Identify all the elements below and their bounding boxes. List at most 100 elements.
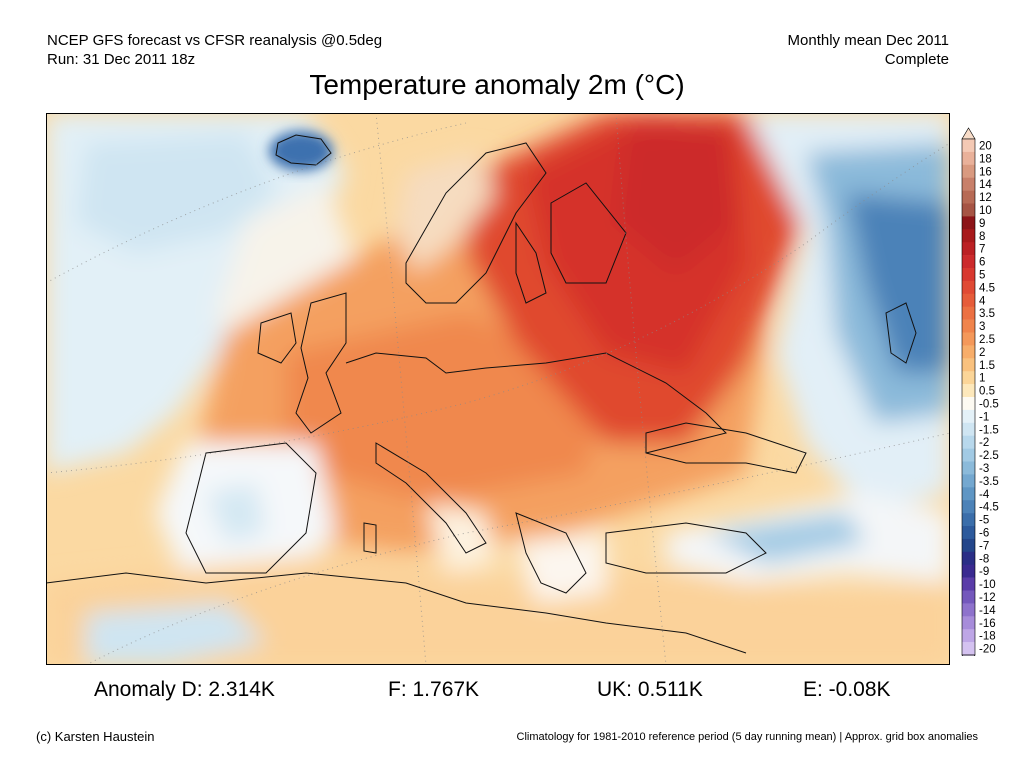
colorbar-swatch <box>962 409 975 424</box>
colorbar-swatch <box>962 513 975 527</box>
colorbar-label: -1 <box>979 411 989 423</box>
colorbar-label: -5 <box>979 515 989 527</box>
colorbar-swatch <box>962 371 975 385</box>
anomaly-france: F: 1.767K <box>388 678 480 701</box>
colorbar-label: -10 <box>979 579 996 591</box>
colorbar-swatch <box>962 422 975 436</box>
colorbar-label: -18 <box>979 631 996 643</box>
colorbar-label: 3 <box>979 321 985 333</box>
colorbar-swatch <box>962 397 975 411</box>
colorbar-swatch <box>962 164 975 178</box>
colorbar-swatch <box>962 358 975 372</box>
colorbar-label: 9 <box>979 218 985 230</box>
colorbar-label: 3.5 <box>979 308 995 320</box>
colorbar-frame <box>961 138 976 656</box>
run-time: Run: 31 Dec 2011 18z <box>47 51 196 68</box>
header-left: NCEP GFS forecast vs CFSR reanalysis @0.… <box>47 31 382 69</box>
colorbar-swatch <box>962 500 975 514</box>
map-frame <box>46 113 950 665</box>
colorbar-swatch <box>962 603 975 617</box>
colorbar-label: -12 <box>979 592 996 604</box>
colorbar-label: -4.5 <box>979 502 999 514</box>
colorbar-swatch <box>962 229 975 243</box>
colorbar-label: -6 <box>979 527 989 539</box>
colorbar-label: -3.5 <box>979 476 999 488</box>
anomaly-map <box>46 113 950 665</box>
colorbar-swatch <box>962 203 975 217</box>
colorbar-label: 0.5 <box>979 386 995 398</box>
colorbar-label: 10 <box>979 205 992 217</box>
colorbar-swatch <box>962 139 975 153</box>
colorbar-label: 16 <box>979 166 992 178</box>
colorbar-label: 2 <box>979 347 985 359</box>
colorbar-label: 7 <box>979 244 985 256</box>
colorbar-label: -14 <box>979 605 996 617</box>
colorbar-swatch <box>962 616 975 630</box>
colorbar-label: 18 <box>979 153 992 165</box>
period-label: Monthly mean Dec 2011 <box>787 32 949 49</box>
climatology-note: Climatology for 1981-2010 reference peri… <box>516 731 978 743</box>
colorbar-label: -7 <box>979 540 989 552</box>
colorbar-label: -1.5 <box>979 424 999 436</box>
colorbar-swatch <box>962 280 975 295</box>
colorbar-swatch <box>962 332 975 346</box>
colorbar-swatch <box>962 384 975 398</box>
iceland-anomaly <box>269 131 333 171</box>
colorbar-swatch <box>962 474 975 488</box>
colorbar-label: 5 <box>979 269 985 281</box>
colorbar-label: -20 <box>979 644 996 656</box>
completeness-label: Complete <box>884 51 949 68</box>
colorbar-swatch <box>962 461 975 475</box>
colorbar-label: 14 <box>979 179 992 191</box>
colorbar-label: -3 <box>979 463 989 475</box>
colorbar-label: -16 <box>979 618 996 630</box>
colorbar-label: 12 <box>979 192 992 204</box>
colorbar-label: 4.5 <box>979 282 995 294</box>
colorbar-label: -0.5 <box>979 398 999 410</box>
colorbar-label: -4 <box>979 489 990 501</box>
colorbar-swatch <box>962 293 975 307</box>
anomaly-uk: UK: 0.511K <box>597 678 703 701</box>
model-description: NCEP GFS forecast vs CFSR reanalysis @0.… <box>47 32 383 49</box>
header-right: Monthly mean Dec 2011 Complete <box>788 31 949 69</box>
map-title: Temperature anomaly 2m (°C) <box>309 69 685 100</box>
colorbar-swatch <box>962 306 975 320</box>
copyright: (c) Karsten Haustein <box>36 729 155 744</box>
colorbar-swatch <box>962 216 975 230</box>
colorbar-swatch <box>962 642 975 656</box>
colorbar-swatch <box>962 629 975 643</box>
colorbar-swatch <box>962 345 975 359</box>
colorbar-label: 8 <box>979 231 985 243</box>
anomaly-stats: Anomaly D: 2.314K F: 1.767K UK: 0.511K E… <box>0 678 1024 706</box>
colorbar-label: -8 <box>979 553 989 565</box>
anomaly-spain: E: -0.08K <box>803 678 891 701</box>
colorbar-swatch <box>962 319 975 333</box>
colorbar-swatch <box>962 487 975 501</box>
colorbar-swatch <box>962 448 975 462</box>
colorbar-swatch <box>962 190 975 204</box>
colorbar-swatch <box>962 551 975 565</box>
colorbar: 201816141210987654.543.532.521.510.5-0.5… <box>961 127 999 656</box>
colorbar-swatch <box>962 177 975 191</box>
colorbar-label: -2.5 <box>979 450 999 462</box>
colorbar-label: 1.5 <box>979 360 995 372</box>
colorbar-swatch <box>962 577 975 591</box>
colorbar-swatch <box>962 538 975 553</box>
colorbar-swatch <box>962 564 975 578</box>
colorbar-label: 20 <box>979 140 992 152</box>
colorbar-swatch <box>962 435 975 449</box>
colorbar-label: 1 <box>979 373 985 385</box>
coastlines <box>46 134 917 654</box>
colorbar-label: 2.5 <box>979 334 995 346</box>
colorbar-label: -2 <box>979 437 989 449</box>
colorbar-swatch <box>962 268 975 282</box>
colorbar-swatch <box>962 526 975 540</box>
colorbar-label: 4 <box>979 295 986 307</box>
colorbar-top-arrow <box>961 127 976 140</box>
colorbar-label: 6 <box>979 257 985 269</box>
colorbar-swatch <box>962 590 975 604</box>
colorbar-swatch <box>962 242 975 256</box>
colorbar-label: -9 <box>979 566 989 578</box>
anomaly-germany: Anomaly D: 2.314K <box>94 678 275 701</box>
colorbar-swatch <box>962 255 975 269</box>
